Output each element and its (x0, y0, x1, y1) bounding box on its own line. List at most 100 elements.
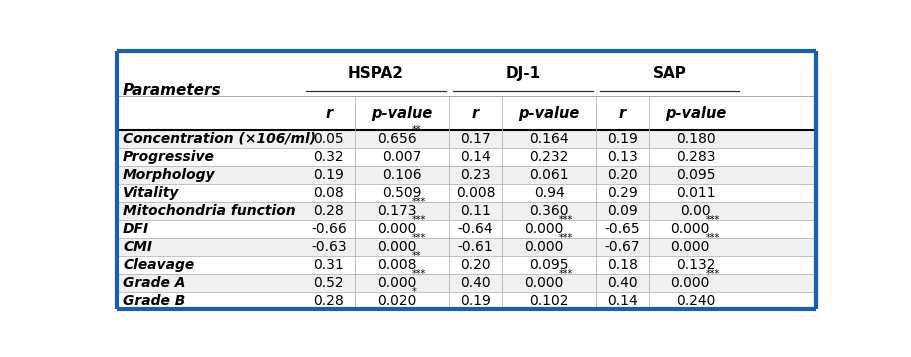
Text: 0.509: 0.509 (383, 186, 422, 200)
Text: Morphology: Morphology (123, 168, 216, 182)
Text: 0.656: 0.656 (377, 132, 416, 146)
Text: 0.32: 0.32 (313, 150, 344, 164)
Text: CMI: CMI (123, 240, 152, 253)
Text: **: ** (412, 125, 422, 135)
Text: 0.011: 0.011 (676, 186, 716, 200)
Text: 0.000: 0.000 (377, 276, 416, 290)
Text: ***: *** (559, 268, 573, 278)
Text: 0.007: 0.007 (383, 150, 422, 164)
Bar (118, 220, 816, 238)
Text: 0.05: 0.05 (313, 132, 344, 146)
Text: Vitality: Vitality (123, 186, 179, 200)
Text: Progressive: Progressive (123, 150, 215, 164)
Text: 0.19: 0.19 (313, 168, 344, 182)
Bar (118, 148, 816, 166)
Bar (118, 166, 816, 184)
Text: 0.240: 0.240 (676, 293, 715, 307)
Bar (118, 184, 816, 202)
Text: 0.08: 0.08 (313, 186, 344, 200)
Bar (118, 130, 816, 148)
Text: 0.19: 0.19 (460, 293, 491, 307)
Text: -0.61: -0.61 (457, 240, 494, 253)
Text: 0.020: 0.020 (377, 293, 416, 307)
Text: Cleavage: Cleavage (123, 258, 194, 272)
Text: -0.66: -0.66 (311, 222, 347, 236)
Text: 0.283: 0.283 (676, 150, 715, 164)
Bar (118, 273, 816, 292)
Text: DFI: DFI (123, 222, 149, 236)
Text: 0.14: 0.14 (460, 150, 491, 164)
Text: ***: *** (412, 268, 426, 278)
Text: 0.360: 0.360 (529, 204, 568, 218)
Text: 0.11: 0.11 (460, 204, 491, 218)
Text: p-value: p-value (665, 106, 726, 121)
Text: p-value: p-value (518, 106, 579, 121)
Text: 0.29: 0.29 (607, 186, 638, 200)
Text: -0.64: -0.64 (458, 222, 494, 236)
Text: Grade B: Grade B (123, 293, 186, 307)
Text: 0.106: 0.106 (383, 168, 422, 182)
Text: ***: *** (559, 215, 573, 225)
Text: DJ-1: DJ-1 (506, 66, 540, 81)
Text: 0.40: 0.40 (460, 276, 491, 290)
Text: 0.173: 0.173 (377, 204, 416, 218)
Text: 0.132: 0.132 (676, 258, 715, 272)
Text: **: ** (412, 251, 422, 261)
Text: 0.17: 0.17 (460, 132, 491, 146)
Text: 0.008: 0.008 (456, 186, 496, 200)
Text: 0.180: 0.180 (676, 132, 716, 146)
Text: 0.164: 0.164 (529, 132, 568, 146)
Text: 0.23: 0.23 (460, 168, 491, 182)
Text: 0.40: 0.40 (607, 276, 638, 290)
Text: 0.18: 0.18 (607, 258, 638, 272)
Text: 0.19: 0.19 (607, 132, 638, 146)
Text: ***: *** (412, 197, 426, 207)
Text: -0.63: -0.63 (311, 240, 347, 253)
Text: ***: *** (412, 215, 426, 225)
Text: 0.000: 0.000 (670, 240, 710, 253)
Text: 0.095: 0.095 (529, 258, 568, 272)
Text: 0.14: 0.14 (607, 293, 638, 307)
Text: 0.20: 0.20 (460, 258, 491, 272)
Text: 0.09: 0.09 (607, 204, 638, 218)
Text: ***: *** (706, 233, 720, 243)
Text: 0.232: 0.232 (529, 150, 568, 164)
Bar (118, 202, 816, 220)
Bar (118, 238, 816, 256)
Text: 0.061: 0.061 (529, 168, 568, 182)
Text: -0.65: -0.65 (605, 222, 640, 236)
Bar (118, 256, 816, 273)
Text: SAP: SAP (652, 66, 687, 81)
Text: r: r (325, 106, 333, 121)
Text: 0.000: 0.000 (524, 222, 563, 236)
Text: 0.000: 0.000 (524, 240, 563, 253)
Text: ***: *** (706, 215, 720, 225)
Text: 0.94: 0.94 (534, 186, 565, 200)
Text: Concentration (×106/ml): Concentration (×106/ml) (123, 132, 316, 146)
Text: ***: *** (412, 233, 426, 243)
Text: p-value: p-value (372, 106, 433, 121)
Text: 0.00: 0.00 (681, 204, 711, 218)
Text: ***: *** (559, 233, 573, 243)
Text: -0.67: -0.67 (605, 240, 640, 253)
Text: 0.008: 0.008 (377, 258, 416, 272)
Text: HSPA2: HSPA2 (348, 66, 404, 81)
Text: 0.20: 0.20 (607, 168, 638, 182)
Text: 0.31: 0.31 (313, 258, 344, 272)
Text: *: * (412, 287, 417, 297)
Text: 0.13: 0.13 (607, 150, 638, 164)
Text: 0.000: 0.000 (524, 276, 563, 290)
Text: 0.000: 0.000 (670, 222, 710, 236)
Text: 0.000: 0.000 (377, 240, 416, 253)
Text: r: r (619, 106, 626, 121)
Text: 0.28: 0.28 (313, 204, 344, 218)
Text: Mitochondria function: Mitochondria function (123, 204, 296, 218)
Text: ***: *** (706, 268, 720, 278)
Text: 0.000: 0.000 (670, 276, 710, 290)
Text: Parameters: Parameters (123, 83, 221, 98)
Text: 0.28: 0.28 (313, 293, 344, 307)
Text: 0.095: 0.095 (676, 168, 715, 182)
Bar (118, 292, 816, 310)
Text: r: r (472, 106, 479, 121)
Text: 0.52: 0.52 (313, 276, 344, 290)
